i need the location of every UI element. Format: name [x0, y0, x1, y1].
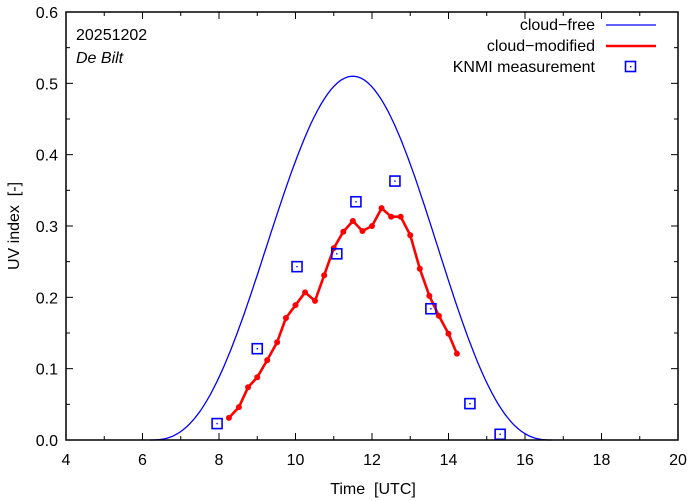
cloud-modified-point — [245, 384, 252, 391]
knmi-measurement-marker — [389, 175, 401, 187]
annotation-date: 20251202 — [76, 27, 147, 44]
cloud-modified-point — [321, 272, 328, 279]
cloud-modified-point — [292, 302, 299, 309]
x-tick-label: 18 — [593, 452, 611, 469]
x-axis-label: Time [UTC] — [330, 481, 416, 498]
cloud-modified-point — [388, 213, 395, 220]
y-tick-label: 0.5 — [36, 76, 58, 93]
y-tick-label: 0.1 — [36, 362, 58, 379]
cloud-modified-point — [369, 223, 375, 229]
legend-label-cloud-modified: cloud−modified — [487, 38, 595, 55]
y-tick-label: 0.6 — [36, 5, 58, 22]
x-tick-label: 10 — [287, 452, 305, 469]
y-tick-labels: 0.0 0.1 0.2 0.3 0.4 0.5 0.6 — [36, 5, 58, 450]
cloud-modified-point — [340, 228, 347, 235]
legend-swatch-knmi-measurement — [624, 60, 637, 73]
cloud-modified-point — [282, 315, 289, 322]
cloud-modified-point — [426, 292, 433, 299]
knmi-measurement-marker — [331, 248, 343, 260]
cloud-modified-line — [227, 206, 459, 419]
cloud-modified-point — [416, 265, 423, 272]
y-tick-label: 0.4 — [36, 148, 58, 165]
plot-frame — [65, 11, 679, 441]
legend-label-cloud-free: cloud−free — [520, 17, 595, 34]
knmi-measurement-marker — [494, 428, 506, 441]
x-tick-label: 6 — [138, 452, 147, 469]
x-tick-label: 14 — [440, 452, 458, 469]
series-layer — [150, 75, 552, 441]
cloud-modified-point — [312, 297, 319, 304]
y-axis-label: UV index [-] — [6, 182, 23, 270]
knmi-measurement-marker — [211, 417, 223, 430]
cloud-modified-point — [235, 404, 242, 411]
knmi-measurement-marker — [350, 195, 362, 208]
y-tick-label: 0.3 — [36, 219, 58, 236]
cloud-modified-point — [359, 227, 366, 234]
x-tick-label: 16 — [516, 452, 534, 469]
x-tick-label: 20 — [669, 452, 687, 469]
cloud-modified-point — [445, 330, 452, 337]
cloud-modified-point — [407, 232, 414, 239]
cloud-modified-point — [349, 218, 356, 225]
x-tick-label: 12 — [363, 452, 381, 469]
y-tick-label: 0.0 — [36, 433, 58, 450]
y-tick-label: 0.2 — [36, 290, 58, 307]
cloud-modified-point — [302, 289, 309, 296]
knmi-measurement-marker — [291, 260, 303, 273]
legend: cloud−free cloud−modified KNMI measureme… — [453, 17, 656, 76]
cloud-free-line — [150, 75, 552, 441]
x-tick-labels: 4 6 8 10 12 14 16 18 20 — [62, 452, 687, 469]
x-tick-label: 4 — [62, 452, 71, 469]
cloud-modified-point — [264, 357, 271, 364]
knmi-measurement-marker — [425, 302, 437, 315]
cloud-modified-point — [225, 414, 232, 421]
annotation-location: De Bilt — [76, 50, 124, 67]
cloud-modified-point — [453, 350, 460, 357]
cloud-modified-point — [274, 339, 281, 346]
cloud-modified-point — [254, 374, 261, 381]
x-tick-label: 8 — [215, 452, 224, 469]
knmi-measurement-marker — [464, 397, 476, 410]
knmi-measurement-marker — [251, 342, 264, 355]
cloud-modified-point — [435, 312, 442, 319]
legend-label-knmi-measurement: KNMI measurement — [453, 59, 596, 76]
cloud-modified-point — [378, 205, 385, 212]
cloud-modified-point — [397, 213, 404, 220]
